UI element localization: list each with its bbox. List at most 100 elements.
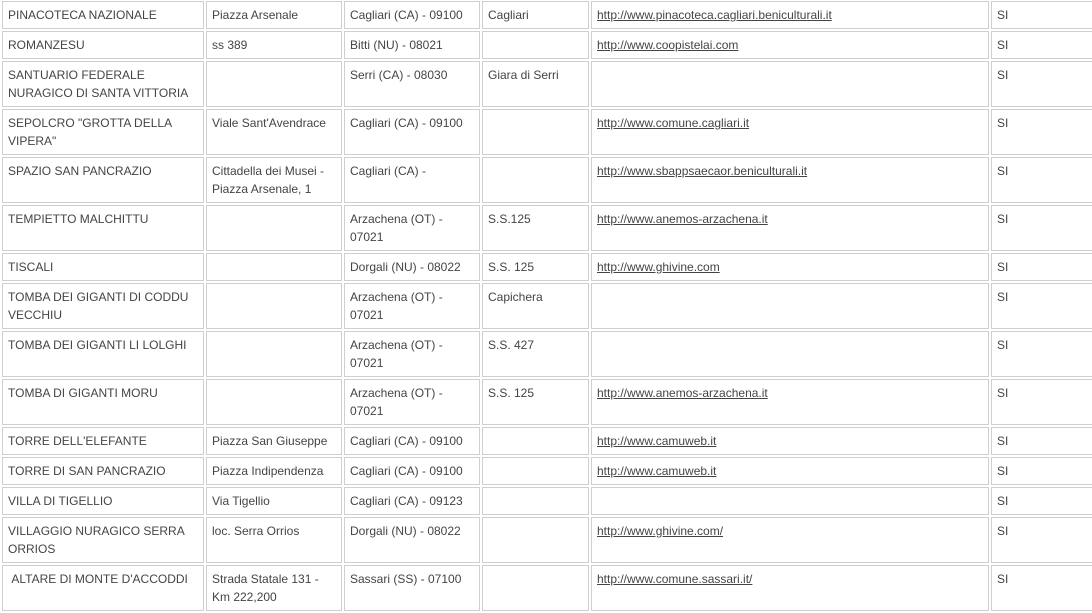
website-cell (591, 283, 989, 329)
flag-text: SI (997, 68, 1009, 82)
website-link[interactable]: http://www.comune.sassari.it/ (597, 572, 753, 586)
flag-text: SI (997, 524, 1009, 538)
website-link[interactable]: http://www.coopistelai.com (597, 38, 739, 52)
flag-text: SI (997, 494, 1009, 508)
city-text: Cagliari (CA) - 09100 (350, 434, 463, 448)
locality-cell (482, 109, 589, 155)
site-name-text: TORRE DELL'ELEFANTE (8, 434, 147, 448)
flag-cell: SI (991, 31, 1092, 59)
locality-text: Giara di Serri (488, 68, 559, 82)
flag-cell: SI (991, 457, 1092, 485)
address-cell (206, 253, 342, 281)
table-row: ROMANZESU ss 389 Bitti (NU) - 08021 http://… (2, 31, 1092, 59)
table-row: TORRE DELL'ELEFANTE Piazza San Giuseppe Ca… (2, 427, 1092, 455)
address-cell: Piazza San Giuseppe (206, 427, 342, 455)
website-link[interactable]: http://www.ghivine.com/ (597, 524, 724, 538)
flag-text: SI (997, 290, 1009, 304)
city-text: Arzachena (OT) - 07021 (350, 290, 443, 322)
table-row: TEMPIETTO MALCHITTU Arzachena (OT) - 0702… (2, 205, 1092, 251)
city-cell: Dorgali (NU) - 08022 (344, 253, 480, 281)
flag-cell: SI (991, 253, 1092, 281)
city-cell: Cagliari (CA) - 09100 (344, 109, 480, 155)
website-cell: http://www.comune.sassari.it/ (591, 565, 989, 611)
site-name-text: TISCALI (8, 260, 54, 274)
city-cell: Arzachena (OT) - 07021 (344, 331, 480, 377)
website-link[interactable]: http://www.sbappsaecaor.beniculturali.it (597, 164, 808, 178)
website-cell: http://www.sbappsaecaor.beniculturali.it (591, 157, 989, 203)
flag-text: SI (997, 8, 1009, 22)
address-cell: Piazza Indipendenza (206, 457, 342, 485)
address-text: Piazza Arsenale (212, 8, 299, 22)
locality-cell (482, 31, 589, 59)
city-text: Sassari (SS) - 07100 (350, 572, 462, 586)
locality-cell (482, 427, 589, 455)
flag-cell: SI (991, 1, 1092, 29)
site-name-text: ROMANZESU (8, 38, 85, 52)
site-name-text: TOMBA DEI GIGANTI DI CODDU VECCHIU (8, 290, 192, 322)
locality-text: Cagliari (488, 8, 529, 22)
city-text: Cagliari (CA) - (350, 164, 427, 178)
locality-cell (482, 487, 589, 515)
site-name-text: TOMBA DI GIGANTI MORU (8, 386, 158, 400)
address-cell (206, 61, 342, 107)
flag-cell: SI (991, 517, 1092, 563)
city-text: Arzachena (OT) - 07021 (350, 338, 443, 370)
site-name-cell: TEMPIETTO MALCHITTU (2, 205, 204, 251)
website-link[interactable]: http://www.anemos-arzachena.it (597, 386, 768, 400)
flag-cell: SI (991, 157, 1092, 203)
address-cell: Via Tigellio (206, 487, 342, 515)
flag-cell: SI (991, 283, 1092, 329)
website-link[interactable]: http://www.ghivine.com (597, 260, 720, 274)
city-cell: Sassari (SS) - 07100 (344, 565, 480, 611)
site-name-text: SPAZIO SAN PANCRAZIO (8, 164, 152, 178)
city-text: Dorgali (NU) - 08022 (350, 260, 461, 274)
site-name-text: PINACOTECA NAZIONALE (8, 8, 157, 22)
address-text: loc. Serra Orrios (212, 524, 300, 538)
table-row: TORRE DI SAN PANCRAZIO Piazza Indipendenz… (2, 457, 1092, 485)
address-cell: Viale Sant'Avendrace (206, 109, 342, 155)
city-cell: Arzachena (OT) - 07021 (344, 283, 480, 329)
address-cell (206, 283, 342, 329)
site-name-cell: TOMBA DEI GIGANTI LI LOLGHI (2, 331, 204, 377)
website-cell (591, 331, 989, 377)
flag-cell: SI (991, 331, 1092, 377)
address-cell: ss 389 (206, 31, 342, 59)
site-name-cell: TISCALI (2, 253, 204, 281)
website-cell (591, 487, 989, 515)
locality-cell: S.S.125 (482, 205, 589, 251)
flag-text: SI (997, 260, 1009, 274)
website-link[interactable]: http://www.pinacoteca.cagliari.benicultu… (597, 8, 832, 22)
locality-cell: Giara di Serri (482, 61, 589, 107)
table-row: SANTUARIO FEDERALE NURAGICO DI SANTA VIT… (2, 61, 1092, 107)
city-text: Cagliari (CA) - 09123 (350, 494, 463, 508)
locality-cell (482, 565, 589, 611)
flag-cell: SI (991, 205, 1092, 251)
city-text: Cagliari (CA) - 09100 (350, 116, 463, 130)
city-cell: Arzachena (OT) - 07021 (344, 205, 480, 251)
website-link[interactable]: http://www.camuweb.it (597, 434, 717, 448)
locality-cell (482, 457, 589, 485)
website-cell: http://www.camuweb.it (591, 457, 989, 485)
website-link[interactable]: http://www.camuweb.it (597, 464, 717, 478)
table-row: TOMBA DI GIGANTI MORU Arzachena (OT) - 07… (2, 379, 1092, 425)
table-row: VILLA DI TIGELLIO Via Tigellio Cagliari (C… (2, 487, 1092, 515)
table-row: TISCALI Dorgali (NU) - 08022 S.S. 125 http:… (2, 253, 1092, 281)
address-cell (206, 331, 342, 377)
city-cell: Cagliari (CA) - 09100 (344, 1, 480, 29)
website-link[interactable]: http://www.anemos-arzachena.it (597, 212, 768, 226)
website-cell: http://www.camuweb.it (591, 427, 989, 455)
city-cell: Serri (CA) - 08030 (344, 61, 480, 107)
city-text: Cagliari (CA) - 09100 (350, 464, 463, 478)
address-text: Piazza Indipendenza (212, 464, 324, 478)
locality-cell: S.S. 125 (482, 253, 589, 281)
website-link[interactable]: http://www.comune.cagliari.it (597, 116, 750, 130)
flag-text: SI (997, 116, 1009, 130)
address-text: Viale Sant'Avendrace (212, 116, 326, 130)
site-name-text: TEMPIETTO MALCHITTU (8, 212, 149, 226)
table-row: SPAZIO SAN PANCRAZIO Cittadella dei Musei… (2, 157, 1092, 203)
address-cell: loc. Serra Orrios (206, 517, 342, 563)
website-cell: http://www.anemos-arzachena.it (591, 205, 989, 251)
address-cell: Strada Statale 131 - Km 222,200 (206, 565, 342, 611)
